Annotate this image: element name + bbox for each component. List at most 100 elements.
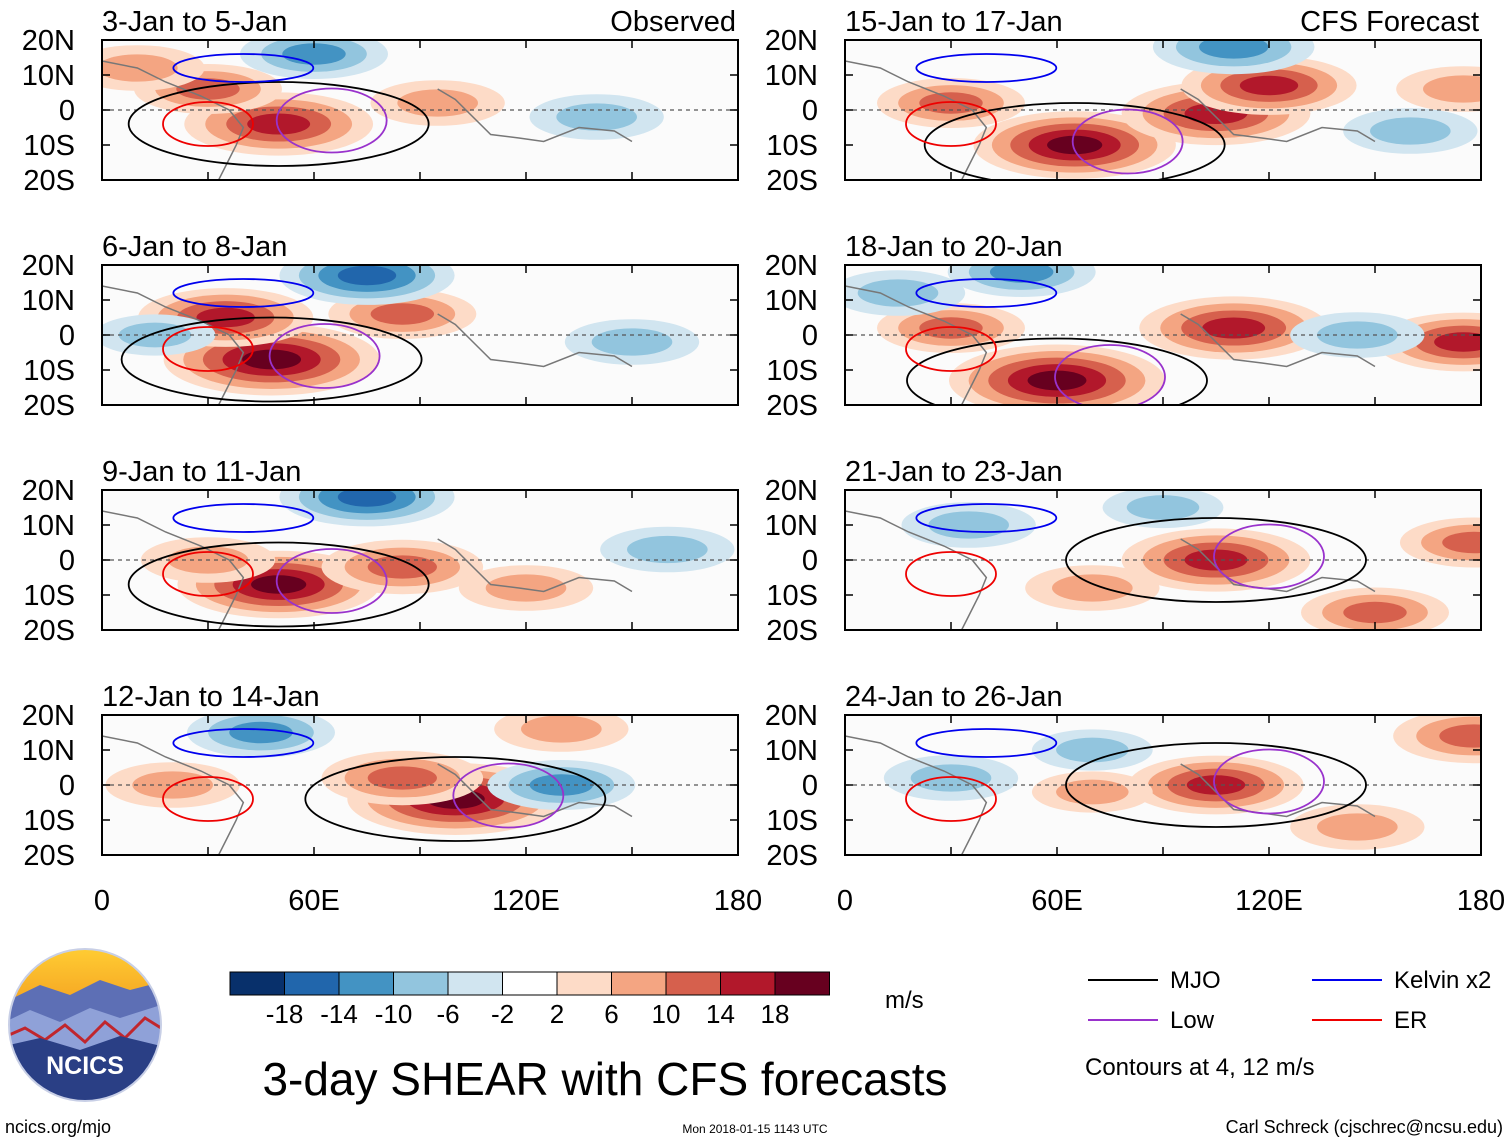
lat-tick-label: 20N [765, 250, 818, 282]
anomaly-blob [1126, 495, 1200, 520]
colorbar-units: m/s [885, 987, 924, 1014]
lat-tick-label: 10S [23, 130, 75, 162]
lat-tick-label: 10S [766, 580, 818, 612]
lat-tick-label: 20N [22, 250, 75, 282]
anomaly-blob [521, 715, 602, 743]
colorbar-swatch [229, 971, 285, 996]
anomaly-blob [1442, 531, 1481, 554]
logo-text: NCICS [46, 1052, 124, 1080]
kelvin-contour [915, 503, 1058, 533]
anomaly-blob [1047, 135, 1103, 155]
coastline [437, 88, 633, 143]
panel-source-label: CFS Forecast [1300, 6, 1479, 38]
anomaly-blob [1439, 724, 1481, 748]
lat-tick-label: 20S [766, 390, 818, 422]
panel-5: 15-Jan to 17-Jan CFS Forecast 20N10N010S20… [765, 6, 1482, 197]
anomaly-blob [556, 103, 637, 131]
colorbar-swatch [447, 971, 503, 996]
coastline [102, 735, 245, 855]
lat-tick-label: 20N [765, 700, 818, 732]
colorbar-tick-label: -6 [436, 999, 459, 1029]
lat-tick-label: 10N [765, 60, 818, 92]
mjo-contour [1065, 517, 1367, 603]
coastline [1180, 88, 1376, 143]
anomaly-blob [910, 764, 992, 792]
kelvin-contour [915, 53, 1058, 83]
lat-tick-label: 10S [23, 805, 75, 837]
er-contour [905, 551, 997, 597]
lat-tick-label: 0 [59, 770, 75, 802]
lat-tick-label: 10N [22, 510, 75, 542]
coastline [437, 538, 633, 593]
coastline [845, 60, 988, 180]
lat-tick-label: 20S [23, 165, 75, 197]
lat-tick-label: 10N [22, 735, 75, 767]
er-contour [905, 326, 997, 372]
panel-title: 3-Jan to 5-Jan [102, 6, 287, 38]
mjo-contour [1065, 742, 1367, 828]
colorbar-tick-label: -2 [491, 999, 514, 1029]
lon-tick-label: 120E [1235, 885, 1303, 917]
panel-title: 12-Jan to 14-Jan [102, 681, 320, 713]
er-contour [905, 101, 997, 147]
lat-tick-label: 20S [23, 840, 75, 872]
low-contour [1071, 108, 1184, 175]
colorbar-swatch [720, 971, 776, 996]
low-contour [1213, 523, 1325, 590]
coastline [437, 313, 633, 368]
anomaly-blob [337, 265, 397, 286]
colorbar-tick-label: -18 [266, 999, 304, 1029]
kelvin-contour [172, 278, 315, 308]
lat-tick-label: 10N [765, 735, 818, 767]
lat-tick-label: 10S [766, 355, 818, 387]
lat-tick-label: 10N [22, 60, 75, 92]
mjo-contour [923, 102, 1226, 180]
colorbar-tick-label: 6 [604, 999, 618, 1029]
coastline [845, 510, 988, 630]
lat-tick-label: 0 [59, 95, 75, 127]
lat-tick-label: 0 [802, 320, 818, 352]
lat-tick-label: 20S [23, 615, 75, 647]
lon-tick-label: 120E [492, 885, 560, 917]
anomaly-blob [1423, 75, 1481, 103]
anomaly-blob [1317, 813, 1398, 841]
anomaly-blob [102, 54, 178, 82]
kelvin-contour [915, 278, 1058, 308]
footer-author: Carl Schreck (cjschrec@ncsu.edu) [1226, 1117, 1503, 1137]
chart-title: 3-day SHEAR with CFS forecasts [262, 1053, 947, 1105]
colorbar-swatch [338, 971, 394, 996]
anomaly-blob [1027, 370, 1087, 391]
anomaly-blob [1239, 75, 1299, 96]
er-contour [162, 776, 254, 822]
lon-tick-label: 0 [837, 885, 853, 917]
footer-site: ncics.org/mjo [5, 1117, 111, 1137]
panel-title: 15-Jan to 17-Jan [845, 6, 1063, 38]
lon-tick-label: 60E [288, 885, 340, 917]
lat-tick-label: 10S [766, 805, 818, 837]
coastline [102, 285, 245, 405]
mjo-contour [120, 316, 423, 403]
colorbar-tick-label: 14 [706, 999, 735, 1029]
anomaly-blob [370, 303, 435, 325]
mjo-contour [127, 81, 430, 167]
anomaly-blob [251, 575, 307, 594]
lat-tick-label: 0 [802, 770, 818, 802]
lon-tick-label: 60E [1031, 885, 1083, 917]
anomaly-blob [1370, 117, 1451, 145]
anomaly-blob [247, 113, 311, 135]
coastline [437, 763, 633, 818]
anomaly-blob [1056, 737, 1129, 763]
low-contour [1054, 344, 1166, 405]
legend-label: ER [1394, 1007, 1427, 1034]
kelvin-contour [172, 503, 315, 533]
lat-tick-label: 10S [766, 130, 818, 162]
anomaly-blob [919, 317, 983, 339]
anomaly-blob [928, 511, 1009, 539]
panel-title: 24-Jan to 26-Jan [845, 681, 1063, 713]
mjo-contour [304, 756, 607, 842]
anomaly-blob [242, 349, 302, 370]
